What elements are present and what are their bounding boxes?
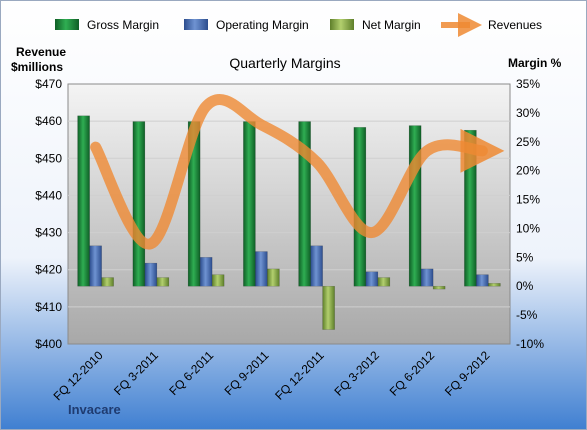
bar-operating-margin	[420, 268, 434, 287]
left-tick-label: $450	[35, 151, 62, 165]
legend-swatch-gross-margin	[55, 19, 79, 30]
right-axis: -10% -5% 0% 5% 10% 15% 20% 25% 30% 35%	[516, 77, 544, 351]
left-axis-title-line1: Revenue	[16, 45, 66, 59]
left-tick-label: $440	[35, 188, 62, 202]
left-tick-label: $420	[35, 263, 62, 277]
bar-operating-margin	[89, 245, 102, 287]
bar-operating-margin	[255, 251, 268, 287]
legend-swatch-net-margin	[330, 19, 354, 30]
bar-net-margin	[377, 277, 391, 287]
right-tick-label: 15%	[516, 193, 540, 207]
legend-label-operating-margin: Operating Margin	[216, 18, 309, 32]
bar-gross-margin	[298, 121, 311, 287]
bar-operating-margin	[365, 271, 379, 287]
bar-operating-margin	[310, 245, 323, 287]
right-axis-title: Margin %	[508, 56, 562, 70]
right-tick-label: 5%	[516, 250, 534, 264]
right-tick-label: 20%	[516, 164, 540, 178]
left-axis-title-line2: $millions	[11, 60, 63, 74]
right-tick-label: 35%	[516, 77, 540, 91]
left-tick-label: $400	[35, 337, 62, 351]
bar-gross-margin	[408, 125, 422, 287]
bar-net-margin	[156, 277, 170, 287]
legend-swatch-operating-margin	[184, 19, 208, 30]
left-axis: $400 $410 $420 $430 $440 $450 $460 $470	[35, 77, 62, 351]
left-tick-label: $460	[35, 114, 62, 128]
right-tick-label: 10%	[516, 221, 540, 235]
bar-gross-margin	[353, 127, 367, 287]
right-tick-label: -10%	[516, 337, 544, 351]
legend-label-net-margin: Net Margin	[362, 18, 421, 32]
bar-net-margin	[322, 285, 335, 330]
revenue-line	[90, 94, 505, 250]
bar-gross-margin	[243, 121, 256, 287]
right-tick-label: 30%	[516, 106, 540, 120]
legend-label-revenues: Revenues	[488, 18, 542, 32]
right-tick-label: -5%	[516, 308, 538, 322]
bar-operating-margin	[199, 257, 213, 287]
bar-net-margin	[432, 285, 446, 290]
company-name: Invacare	[68, 402, 121, 417]
bar-operating-margin	[144, 262, 158, 287]
left-tick-label: $410	[35, 300, 62, 314]
bar-gross-margin	[132, 121, 146, 287]
chart-title: Quarterly Margins	[229, 55, 340, 71]
bar-operating-margin	[476, 274, 489, 287]
revenues-line	[90, 94, 505, 250]
legend-label-gross-margin: Gross Margin	[87, 18, 159, 32]
bar-net-margin	[211, 274, 225, 287]
right-tick-label: 25%	[516, 135, 540, 149]
left-tick-label: $470	[35, 77, 62, 91]
bar-net-margin	[101, 277, 114, 287]
left-tick-label: $430	[35, 226, 62, 240]
bar-gross-margin	[77, 115, 90, 287]
bar-net-margin	[488, 283, 501, 287]
right-tick-label: 0%	[516, 279, 534, 293]
legend: Gross Margin Operating Margin Net Margin…	[55, 13, 542, 37]
bar-net-margin	[267, 268, 280, 287]
